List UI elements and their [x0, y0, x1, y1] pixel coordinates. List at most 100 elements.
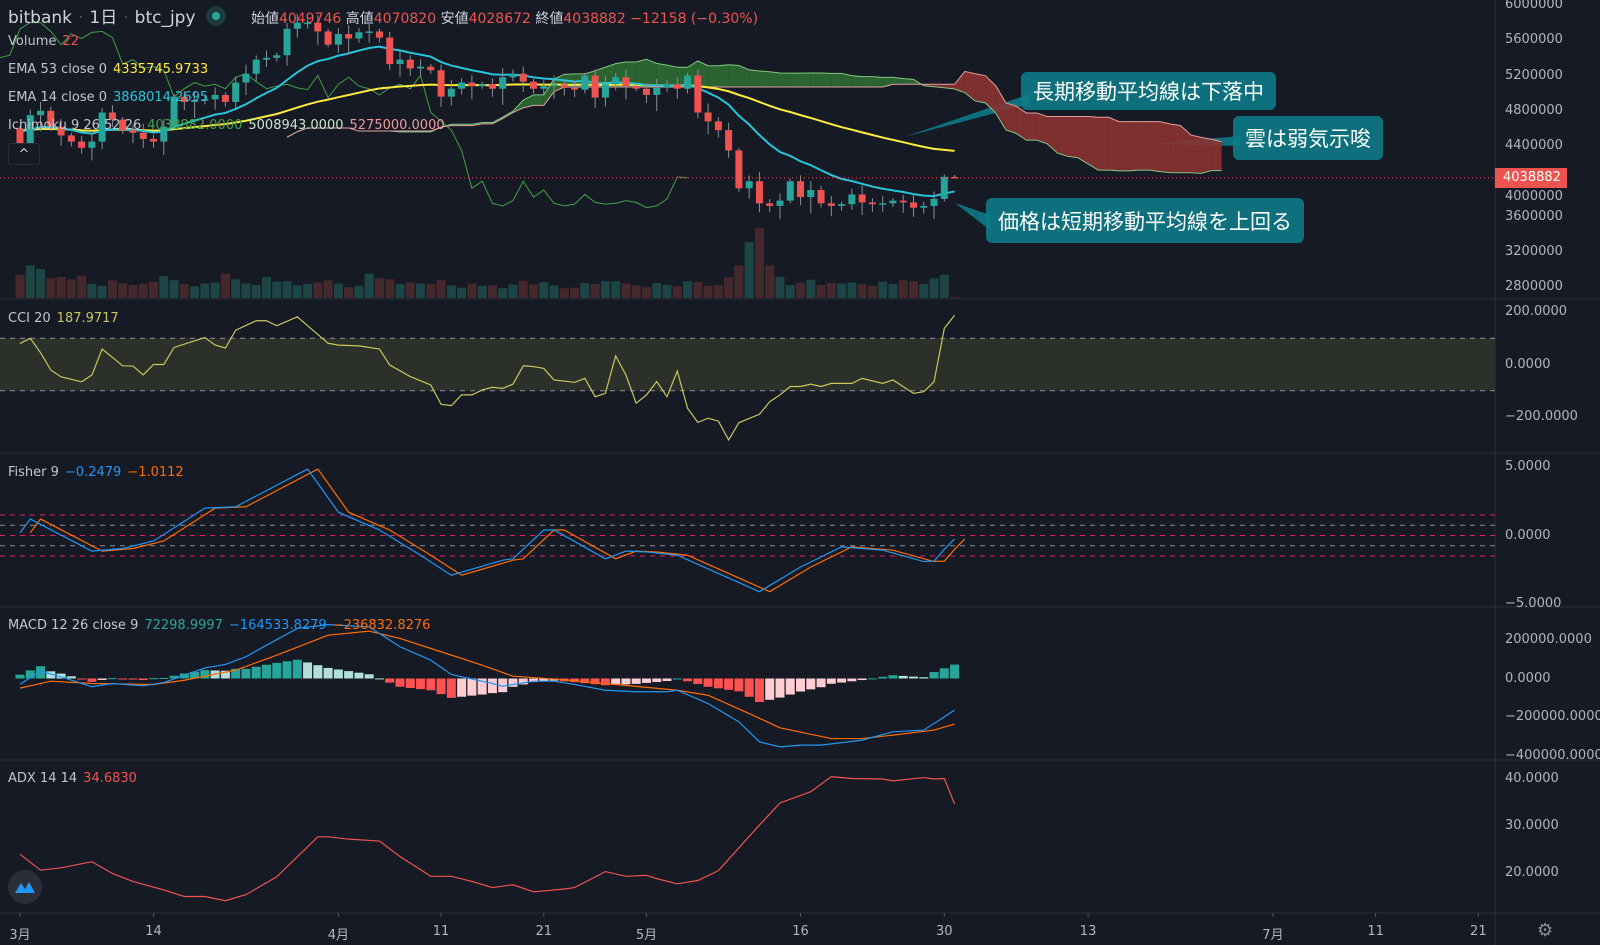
macd-histogram-bar	[683, 678, 693, 682]
candle-body	[304, 22, 312, 25]
volume-bar	[36, 269, 46, 298]
volume-bar	[908, 281, 918, 298]
macd-histogram-value: 72298.9997	[144, 618, 223, 633]
legend-ichimoku[interactable]: Ichimoku 9 26 52 26 4038882.0000 5008943.0…	[8, 118, 451, 133]
legend-ema14[interactable]: EMA 14 close 0 3868014.2695	[8, 90, 214, 105]
macd-histogram-bar	[118, 678, 128, 680]
volume-bar	[241, 283, 251, 298]
ichimoku-cloud-segment	[769, 71, 780, 87]
candle-body	[755, 181, 763, 204]
candle-body	[129, 130, 137, 133]
volume-bar	[97, 285, 107, 298]
volume-bar	[292, 285, 302, 298]
candle-body	[447, 88, 455, 97]
candle-body	[170, 96, 178, 127]
candle-body	[714, 121, 722, 131]
legend-ema53[interactable]: EMA 53 close 0 4335745.9733	[8, 62, 214, 77]
macd-histogram-bar	[919, 677, 929, 679]
high-label: 高値	[345, 11, 374, 27]
macd-histogram-bar	[518, 678, 528, 685]
candle-body	[386, 37, 394, 65]
candle-body	[581, 75, 589, 90]
close-value: 4038882	[563, 11, 626, 27]
volume-bar	[138, 284, 148, 298]
macd-histogram-bar	[128, 678, 138, 680]
ichimoku-cloud-segment	[1047, 116, 1058, 153]
cci-axis-label: 0.0000	[1505, 356, 1551, 372]
macd-histogram-bar	[272, 662, 282, 679]
ichimoku-label: Ichimoku 9 26 52 26	[8, 118, 142, 133]
macd-signal-value: −236832.8276	[332, 618, 431, 633]
legend-fisher[interactable]: Fisher 9 −0.2479 −1.0112	[8, 465, 190, 480]
candle-body	[868, 202, 876, 205]
interval[interactable]: 1日	[89, 8, 118, 28]
macd-histogram-bar	[169, 675, 179, 679]
candle-body	[334, 34, 342, 45]
ichimoku-cloud-segment	[1170, 124, 1181, 173]
macd-histogram-bar	[467, 678, 477, 696]
exchange-name[interactable]: bitbank	[8, 8, 73, 28]
macd-histogram-bar	[344, 671, 354, 679]
legend-adx[interactable]: ADX 14 14 34.6830	[8, 771, 143, 786]
macd-histogram-bar	[364, 674, 374, 679]
volume-bar	[816, 284, 826, 298]
candle-body	[375, 31, 383, 38]
candle-body	[26, 115, 34, 146]
candle-body	[663, 84, 671, 88]
volume-bar	[713, 284, 723, 298]
ichimoku-cloud-segment	[759, 70, 770, 87]
macd-axis-label: −200000.0000	[1505, 709, 1600, 724]
collapse-legend-button[interactable]: ^	[8, 143, 40, 165]
time-axis-label: 5月	[635, 928, 658, 943]
macd-histogram-bar	[313, 665, 323, 679]
volume-bar	[508, 284, 518, 298]
ichimoku-cloud-segment	[1036, 112, 1047, 144]
volume-bar	[549, 285, 559, 298]
ichimoku-cloud-segment	[1026, 112, 1037, 141]
legend-volume[interactable]: Volume 22	[8, 34, 85, 49]
volume-bar	[775, 277, 785, 298]
macd-histogram-bar	[539, 678, 549, 682]
volume-bar	[118, 283, 128, 298]
candle-body	[191, 100, 199, 102]
candle-body	[786, 181, 794, 201]
candle-body	[951, 176, 959, 179]
last-price-tag: 4038882	[1495, 167, 1567, 188]
volume-bar	[950, 296, 960, 298]
candle-body	[201, 99, 209, 101]
macd-histogram-bar	[200, 670, 210, 679]
open-label: 始値	[250, 11, 279, 27]
tradingview-logo-icon[interactable]	[8, 870, 42, 904]
low-label: 安値	[440, 11, 469, 27]
volume-bar	[754, 228, 764, 298]
volume-bar	[477, 285, 487, 298]
ichimoku-cloud-segment	[1067, 116, 1078, 158]
candle-body	[417, 66, 425, 69]
volume-bar	[693, 282, 703, 298]
ichimoku-cloud-segment	[708, 65, 719, 87]
volume-bar	[200, 283, 210, 298]
price-axis-label: 3600000	[1505, 208, 1563, 224]
settings-gear-icon[interactable]: ⚙	[1537, 920, 1554, 941]
fisher-axis-label: 5.0000	[1505, 459, 1551, 474]
candle-body	[108, 112, 116, 120]
adx-axis-label: 30.0000	[1505, 818, 1559, 833]
volume-bar	[333, 283, 343, 298]
volume-bar	[847, 282, 857, 298]
open-value: 4049746	[278, 11, 342, 27]
candle-body	[930, 198, 938, 206]
candle-body	[571, 87, 579, 90]
legend-macd[interactable]: MACD 12 26 close 9 72298.9997 −164533.8279…	[8, 618, 436, 633]
cci-axis-label: −200.0000	[1505, 408, 1578, 424]
volume-bar	[210, 282, 220, 298]
ichimoku-cloud-segment	[1005, 102, 1017, 134]
candle-body	[909, 202, 917, 208]
macd-histogram-bar	[765, 678, 775, 700]
symbol[interactable]: btc_jpy	[134, 8, 196, 28]
macd-value: −164533.8279	[228, 618, 327, 633]
legend-cci[interactable]: CCI 20 187.9717	[8, 311, 125, 326]
macd-histogram-bar	[816, 678, 826, 688]
candle-body	[838, 204, 846, 206]
macd-histogram-bar	[36, 666, 46, 679]
